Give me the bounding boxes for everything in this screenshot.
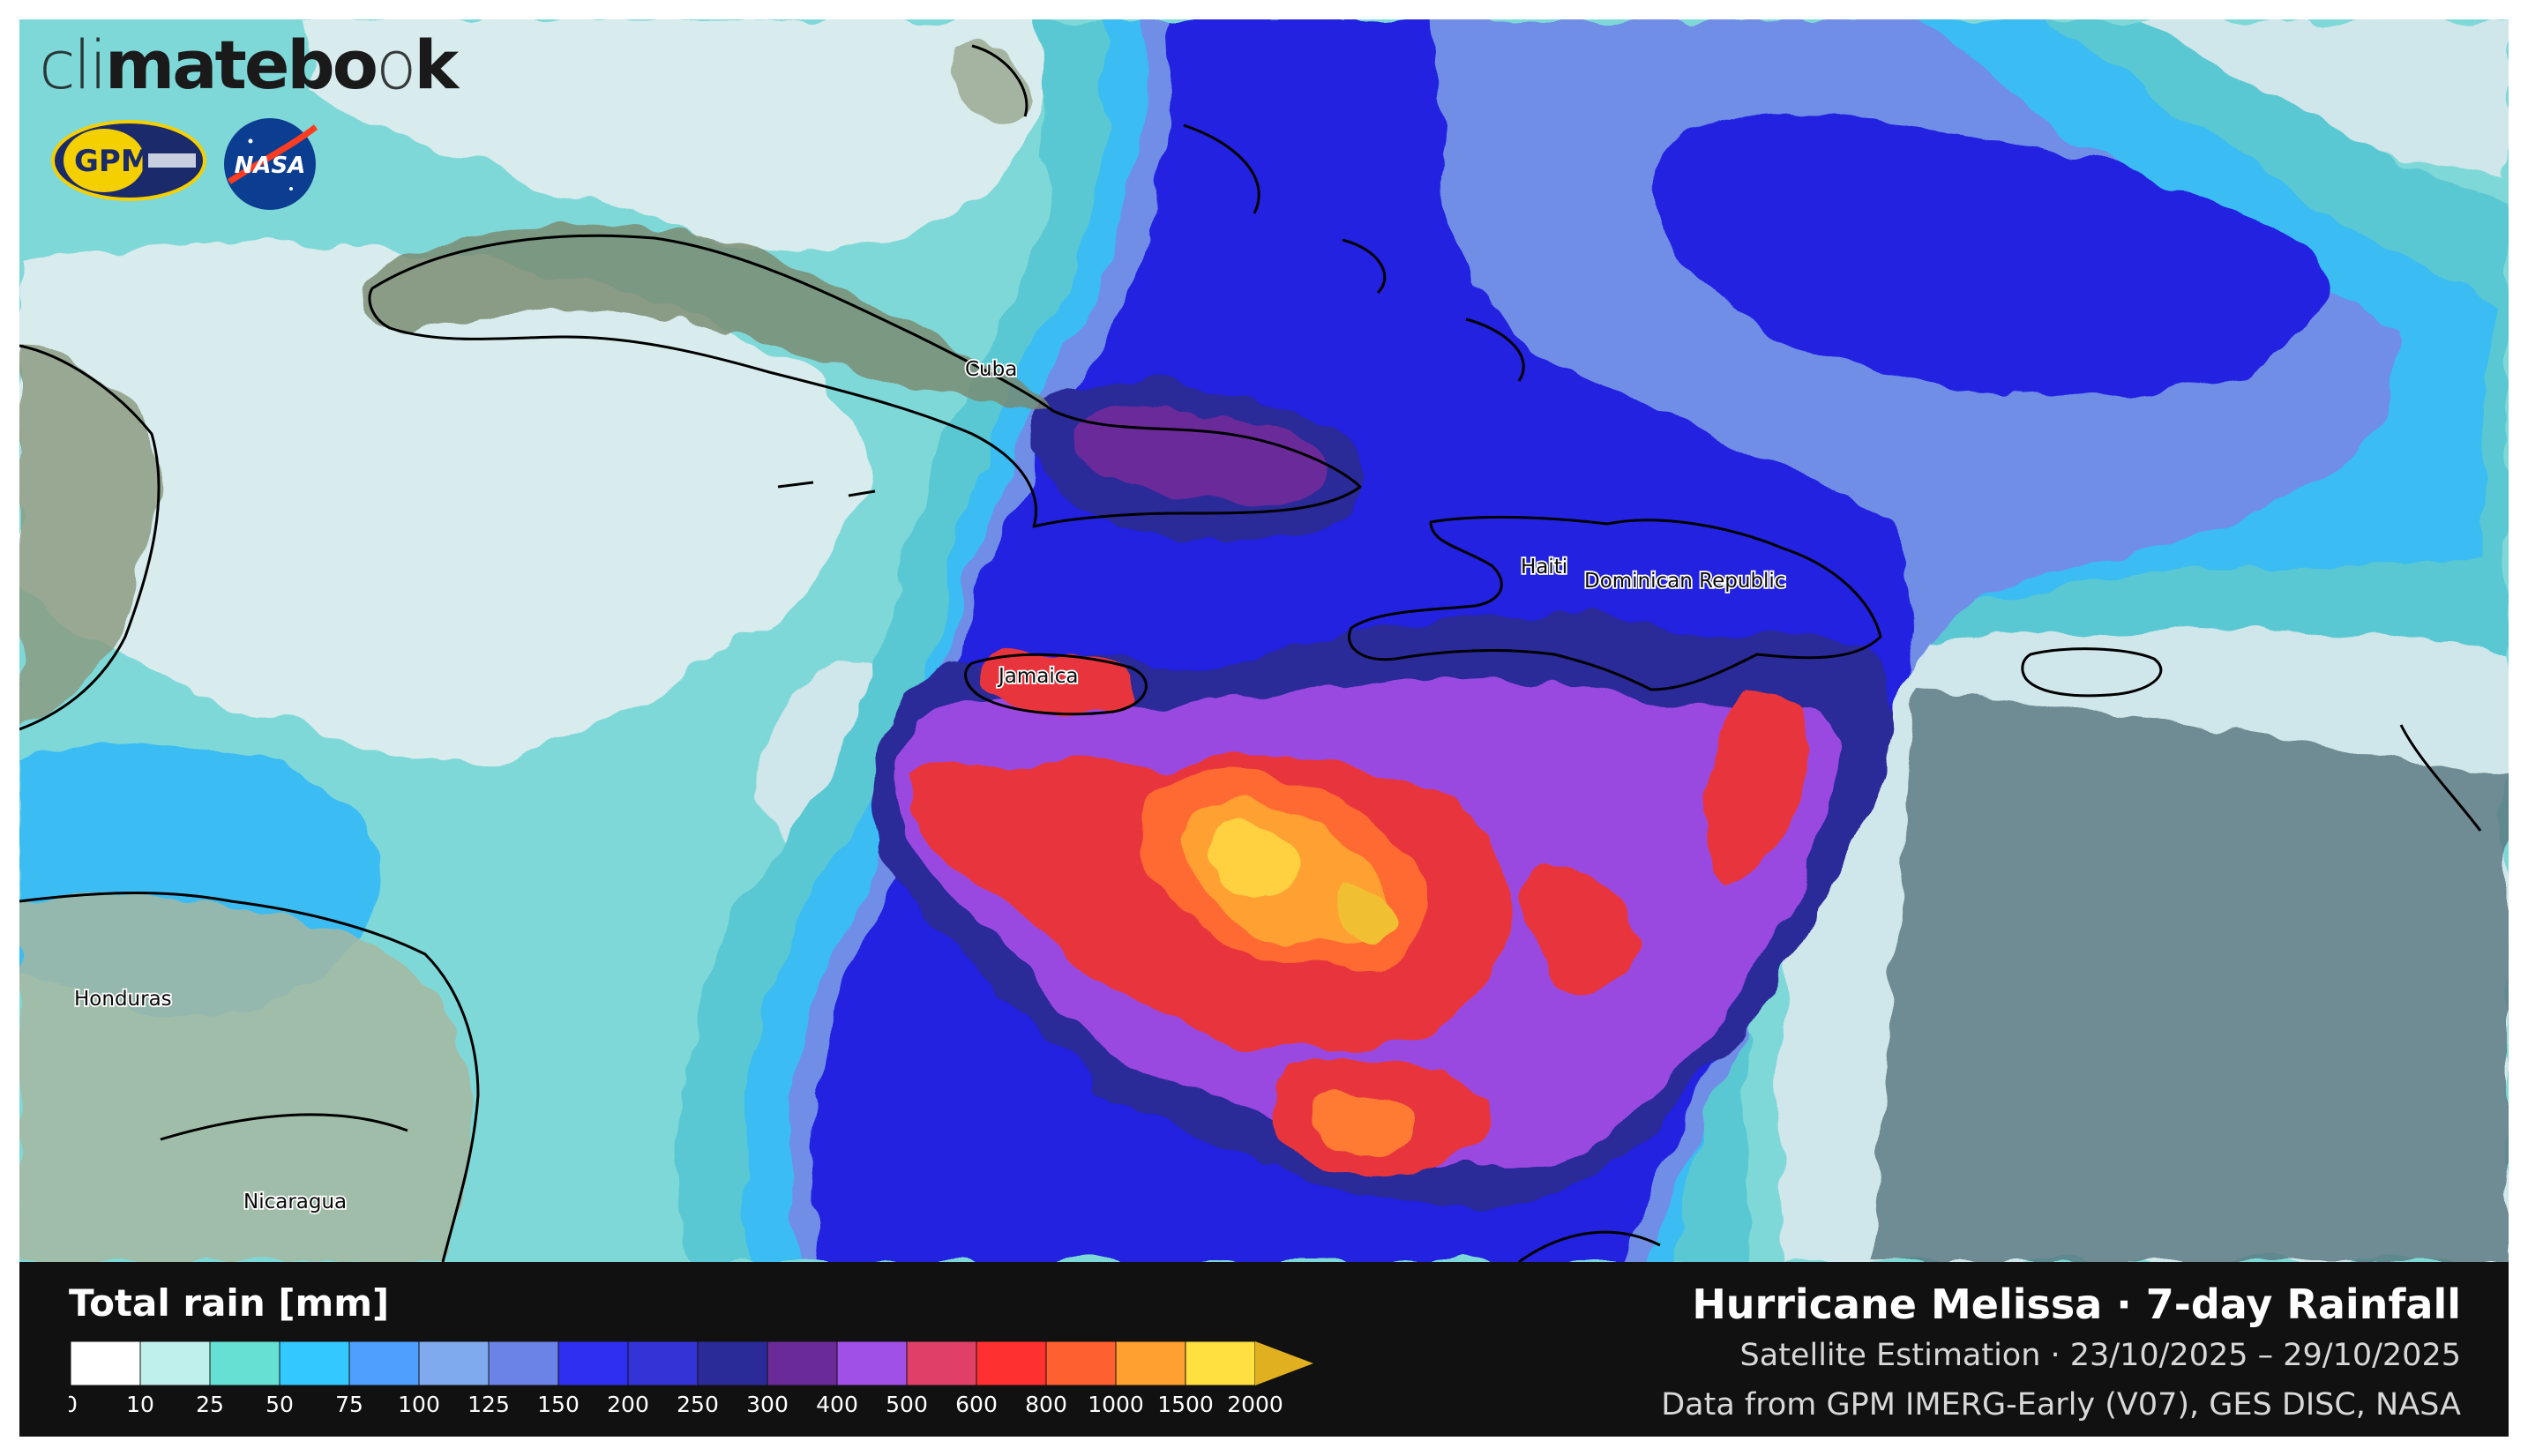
brand-suffix: k [414, 26, 459, 104]
coast-jamaica [964, 653, 1148, 716]
brand-o: o [375, 26, 416, 104]
land-bahamas [951, 44, 1034, 120]
colorbar-tick-label: 10 [126, 1392, 154, 1417]
colorbar-tick-label: 150 [537, 1392, 580, 1417]
gpm-logo-satellite [148, 153, 196, 168]
coast-florida [19, 344, 161, 731]
data-credit: Data from GPM IMERG-Early (V07), GES DIS… [1661, 1387, 2461, 1422]
colorbar-tick-label: 50 [266, 1392, 294, 1417]
band-600-east [1708, 688, 1807, 888]
footer-panel: Total rain [mm] 0 10 25 50 75 100 125 150 200 250… [19, 1262, 2509, 1437]
land-florida [19, 346, 158, 725]
legend-title: Total rain [mm] [69, 1281, 390, 1325]
light-rain-area [302, 19, 1044, 252]
colorbar-segment [557, 1340, 629, 1386]
band-600-mid [1520, 864, 1635, 994]
band-150-north [1655, 115, 2322, 398]
colorbar-tick-label: 400 [816, 1392, 858, 1417]
colorbar-segment [139, 1340, 211, 1386]
land-central-america [19, 894, 472, 1262]
colorbar-segment [976, 1340, 1047, 1386]
colorbar-tick-label: 300 [746, 1392, 789, 1417]
title-block: Hurricane Melissa · 7-day Rainfall Satel… [1661, 1278, 2461, 1430]
rain-contours [19, 19, 2509, 1262]
gpm-logo: GPM [51, 120, 206, 201]
light-rain-area [2136, 19, 2509, 178]
band-600-jamaica [979, 647, 1133, 716]
colorbar-segment [209, 1340, 280, 1386]
light-rain-area [19, 242, 870, 759]
colorbar-tick-label: 500 [886, 1392, 928, 1417]
colorbar-tick-label: 250 [677, 1392, 719, 1417]
colorbar-tick-label: 600 [955, 1392, 998, 1417]
land-areas [19, 44, 2509, 1262]
colorbar-segment [627, 1340, 699, 1386]
land-cuba [362, 222, 1052, 410]
band-400-north [1074, 405, 1323, 507]
band-2000 [1336, 883, 1391, 936]
map-figure: Cuba Haiti Dominican Republic Jamaica Ho… [19, 19, 2509, 1437]
nasa-logo-swoosh [228, 124, 318, 184]
subtitle: Satellite Estimation · 23/10/2025 – 29/1… [1739, 1338, 2461, 1373]
rainfall-map: Cuba Haiti Dominican Republic Jamaica Ho… [19, 19, 2509, 1262]
colorbar-segment [1185, 1340, 1256, 1386]
colorbar-segment [1045, 1340, 1117, 1386]
gpm-logo-inner [64, 129, 145, 192]
coast-central-america [19, 892, 480, 1262]
colorbar-segment [70, 1340, 141, 1386]
colorbar: 0 10 25 50 75 100 125 150 200 250 300 400 500 600 800 1… [69, 1340, 1313, 1417]
label-honduras: Honduras [74, 988, 172, 1011]
land-south-america [1872, 690, 2509, 1262]
colorbar-segment [488, 1340, 559, 1386]
colorbar-segment [767, 1340, 838, 1386]
band-1000-south [1307, 1092, 1415, 1153]
gpm-logo-text: GPM [74, 144, 151, 179]
main-title: Hurricane Melissa · 7-day Rainfall [1692, 1281, 2461, 1328]
colorbar-tick-label: 1000 [1088, 1392, 1144, 1417]
coast-cuba [368, 234, 1362, 528]
coast-cayman [777, 481, 876, 497]
brand-core: matebo [105, 26, 378, 104]
colorbar-tick-label: 125 [467, 1392, 510, 1417]
coast-puerto-rico [2021, 647, 2163, 698]
coast-south-america [1518, 1230, 1661, 1262]
nasa-logo-star [248, 138, 253, 144]
band-2000 [1210, 821, 1299, 898]
colorbar-tick-label: 800 [1025, 1392, 1067, 1417]
colorbar-segment [1115, 1340, 1186, 1386]
colorbar-tick-label: 0 [69, 1392, 78, 1417]
colorbar-tick-label: 100 [398, 1392, 440, 1417]
colorbar-tick-label: 75 [335, 1392, 363, 1417]
colorbar-extend-arrow [1255, 1341, 1313, 1385]
colorbar-tick-label: 200 [607, 1392, 649, 1417]
climatebook-logo: climatebook [39, 32, 459, 99]
colorbar-segment [279, 1340, 350, 1386]
colorbar-segment [836, 1340, 908, 1386]
label-jamaica: Jamaica [997, 665, 1079, 688]
colorbar-segment [348, 1340, 420, 1386]
colorbar-tick-label: 2000 [1227, 1392, 1283, 1417]
label-haiti: Haiti [1521, 556, 1567, 579]
coast-bahamas [971, 44, 1525, 382]
label-cuba: Cuba [965, 358, 1017, 381]
colorbar-segment [697, 1340, 768, 1386]
coast-honduras-border [160, 1113, 408, 1141]
nasa-logo-text: NASA [235, 153, 306, 179]
coast-hispaniola [1348, 515, 1882, 691]
brand-prefix: cli [39, 26, 108, 104]
colorbar-tick-label: 25 [196, 1392, 224, 1417]
label-nicaragua: Nicaragua [243, 1191, 347, 1213]
label-dominican-republic: Dominican Republic [1584, 570, 1785, 593]
colorbar-tick-label: 1500 [1157, 1392, 1214, 1417]
colorbar-segment [906, 1340, 977, 1386]
nasa-logo: NASA [224, 118, 318, 210]
colorbar-segment [418, 1340, 490, 1386]
coast-lesser-antilles [2399, 724, 2482, 832]
nasa-logo-star [289, 187, 293, 190]
coastlines [19, 44, 2482, 1262]
